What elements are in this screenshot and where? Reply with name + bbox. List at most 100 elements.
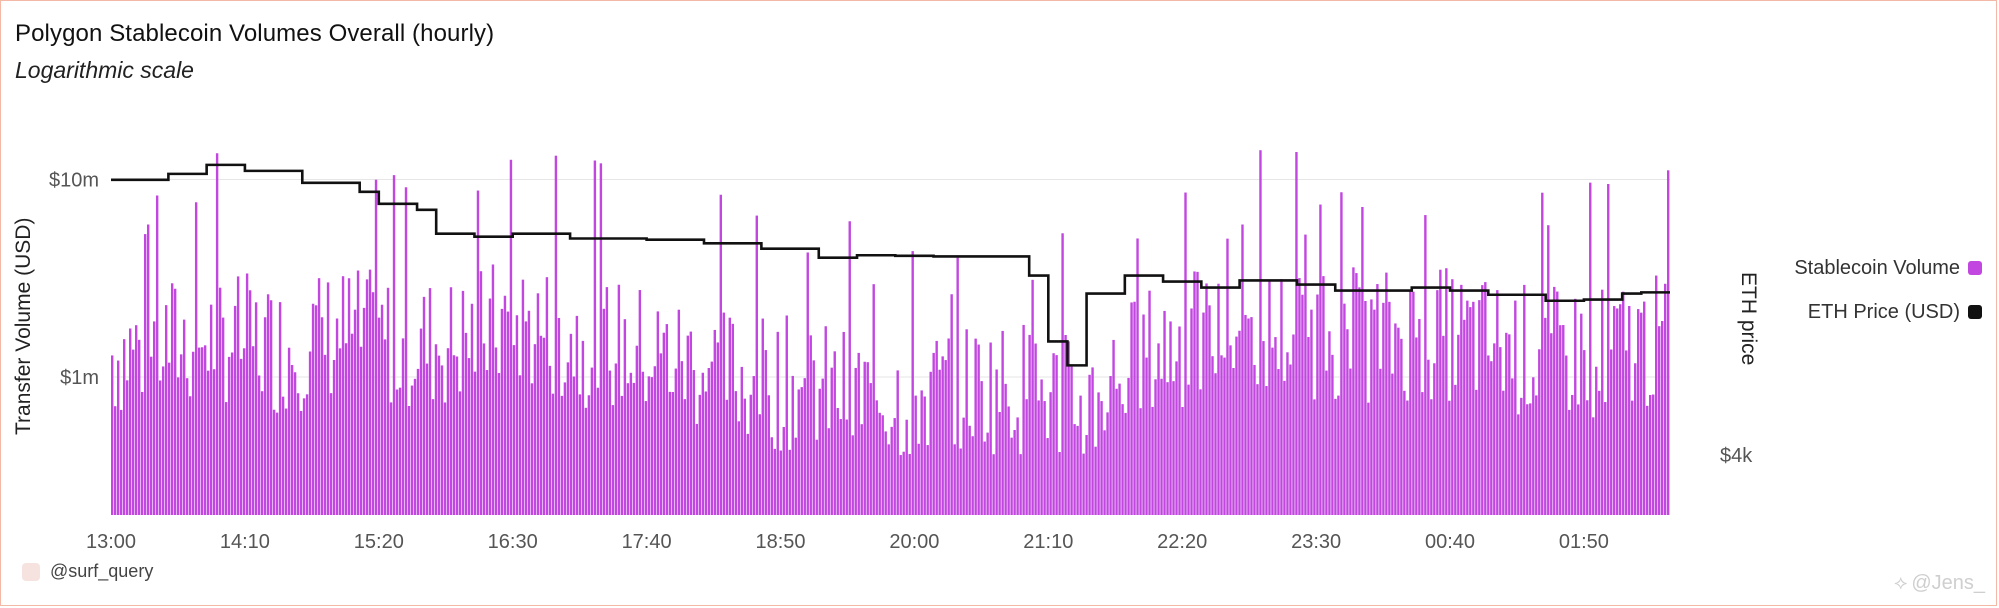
volume-bar [329,393,333,515]
volume-bar [704,391,708,515]
volume-bar [374,179,378,515]
volume-bar [581,340,585,515]
volume-bar [434,344,438,515]
volume-bar [140,391,144,515]
watermark-text: @Jens_ [1911,572,1985,594]
volume-bar [416,368,420,515]
volume-bar [1478,300,1481,515]
volume-bar [707,368,711,515]
y2-tick-label: $4k [1720,445,1753,467]
volume-bar [1184,192,1187,515]
volume-bar [833,351,836,515]
volume-bar [1139,408,1142,515]
volume-bar [1229,345,1232,515]
volume-bar [1052,353,1055,515]
volume-bar [1358,287,1361,515]
volume-bar [1334,398,1337,515]
volume-bar [806,252,809,515]
volume-bar [620,395,624,515]
volume-bar [1271,347,1274,515]
volume-bar [1160,378,1163,515]
volume-bar [800,387,803,515]
volume-bar [1607,184,1610,515]
volume-bar [500,308,504,515]
volume-bar [392,175,396,515]
volume-bar [1289,364,1292,515]
volume-bar [1646,405,1649,515]
volume-bar [464,332,468,515]
volume-bar [1034,343,1037,515]
volume-bar [965,329,968,515]
volume-bar [1226,238,1229,515]
volume-bar [341,276,345,515]
volume-bar [719,194,723,515]
volume-bar [1268,280,1271,515]
volume-bar [365,279,369,515]
legend-item-eth[interactable]: ETH Price (USD) [1760,298,1982,326]
volume-bar [494,347,498,515]
volume-bar [1469,307,1472,515]
volume-bar [209,304,213,515]
volume-bar [563,382,567,515]
volume-bar [962,417,965,515]
volume-bar [731,323,734,515]
volume-bar [542,337,546,515]
volume-bar [917,443,920,515]
volume-bar [875,400,878,515]
volume-bar [767,395,770,515]
volume-bar [1088,374,1091,515]
volume-bar [1403,390,1406,515]
volume-bar [1256,384,1259,515]
eth-price-line [111,163,1670,367]
volume-bar [1418,318,1421,515]
volume-bar [1079,395,1082,515]
volume-bar [1466,300,1469,515]
volume-bar [752,376,755,515]
y-axis-title: Transfer Volume (USD) [12,217,35,435]
volume-bar [584,407,588,515]
volume-bar [1409,290,1412,515]
volume-bar [1631,400,1634,515]
volume-bar [1664,283,1667,515]
volume-bar [1622,291,1625,515]
volume-bar [602,308,606,515]
volume-bar [1163,310,1166,515]
volume-bar [749,394,752,515]
volume-bar [734,391,737,515]
volume-bar [134,325,138,515]
volume-bar [1142,314,1145,515]
volume-bar [1514,300,1517,515]
volume-bar [296,393,300,515]
volume-bar [111,355,114,515]
volume-bar [701,372,705,515]
footer-handle[interactable]: @surf_query [22,561,153,582]
volume-bar [1616,308,1619,515]
volume-bar [497,373,501,515]
volume-bar [920,390,923,515]
volume-bar [554,155,558,515]
volume-bar [1535,395,1538,515]
volume-bar [314,305,318,515]
volume-bar [950,294,953,515]
volume-bar [1610,349,1613,515]
volume-bar [1265,386,1268,515]
volume-bar [761,318,764,515]
volume-bar [1424,215,1427,516]
volume-bar [1193,271,1196,515]
legend-item-volume[interactable]: Stablecoin Volume [1760,254,1982,282]
volume-bar [1070,366,1073,515]
volume-bar [1490,361,1493,515]
volume-bar [1190,308,1193,515]
volume-bar [1028,334,1031,515]
volume-bar [758,414,761,515]
volume-bar [869,383,872,515]
volume-bar [908,453,911,515]
volume-bar [1400,338,1403,515]
volume-bar [1454,384,1457,515]
volume-bar [911,251,914,515]
volume-bar [422,296,426,515]
volume-bar [272,409,276,515]
volume-bar [185,378,189,515]
volume-bar [968,425,971,515]
volume-bar [335,318,339,515]
